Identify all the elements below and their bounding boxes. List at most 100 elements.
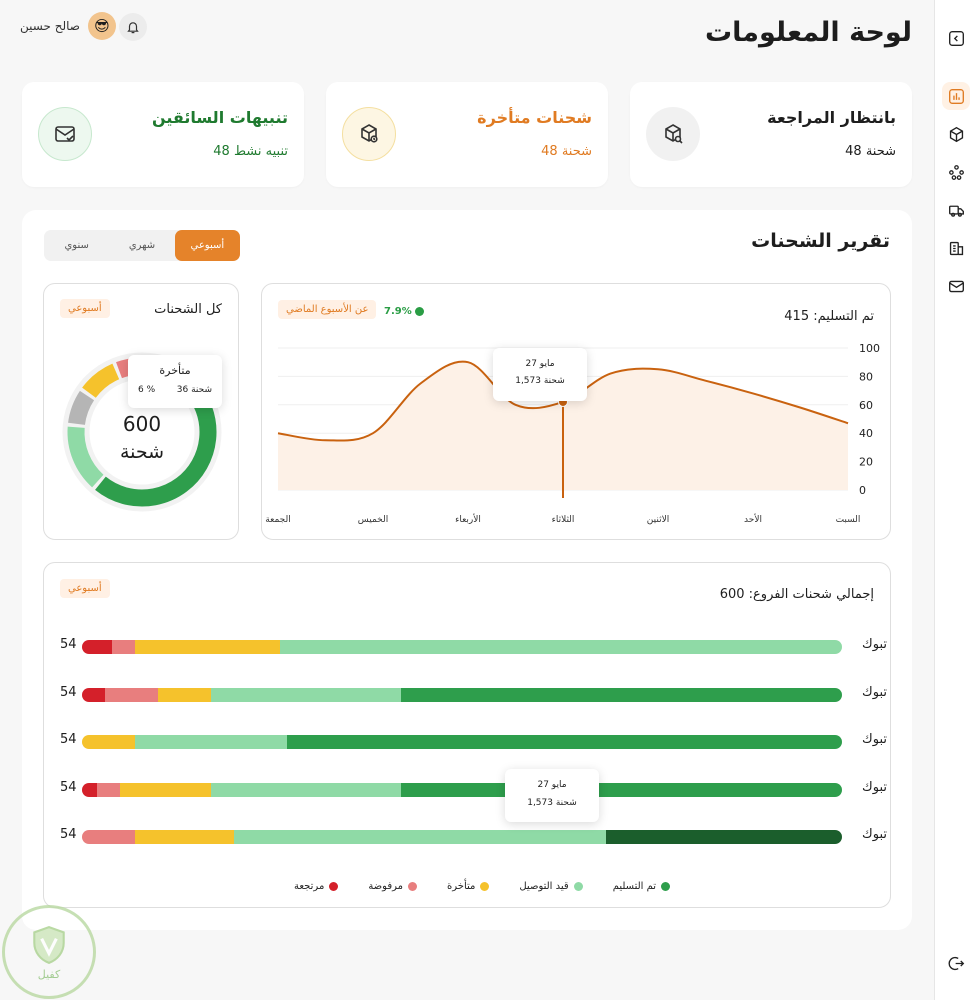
- logo-text: كفيل: [37, 967, 61, 981]
- box-clock-icon: [342, 107, 396, 161]
- user-menu[interactable]: صالح حسين 😎: [20, 12, 116, 40]
- compare-badge: عن الأسبوع الماضي: [278, 300, 377, 319]
- tooltip-value: 1,573 شحنة: [515, 376, 565, 386]
- truck-icon[interactable]: [946, 200, 966, 220]
- report-title: تقرير الشحنات: [751, 230, 890, 252]
- dashboard-chart-icon[interactable]: [946, 86, 966, 106]
- legend-dot: [661, 882, 671, 891]
- kafeel-logo: كفيل: [2, 905, 96, 999]
- legend-label: قيد التوصيل: [519, 881, 569, 892]
- x-tick-label: الاثنين: [647, 515, 669, 525]
- bar-row[interactable]: 54 تبوك: [60, 684, 887, 702]
- network-icon[interactable]: [946, 162, 966, 182]
- bar-segment[interactable]: [233, 830, 607, 844]
- x-tick-label: السبت: [836, 515, 861, 525]
- bar-segment[interactable]: [401, 782, 842, 797]
- donut-slice[interactable]: [82, 363, 120, 399]
- tooltip-pct: 6 %: [138, 385, 156, 395]
- bar-segment[interactable]: [82, 830, 136, 844]
- box-search-icon: [646, 107, 700, 161]
- line-chart: 100 80 60 40 20 0 السبت الأحد الاثنين الثلاثاء الأ…: [265, 342, 880, 525]
- bar-segment[interactable]: [104, 687, 158, 702]
- bar-segment[interactable]: [97, 782, 120, 797]
- x-tick-label: الخميس: [358, 515, 388, 525]
- bar-total: 54: [60, 637, 77, 652]
- bar-segment[interactable]: [112, 640, 136, 654]
- legend-item: تم التسليم: [612, 881, 671, 892]
- x-tick-label: الأحد: [744, 513, 762, 525]
- legend-item: متأخرة: [447, 881, 490, 892]
- legend: تم التسليم قيد التوصيل متأخرة مرفوضة مرتجعة: [294, 881, 671, 892]
- bar-segment[interactable]: [157, 687, 212, 702]
- bar-segment[interactable]: [135, 735, 288, 749]
- bar-segment[interactable]: [135, 640, 280, 654]
- y-tick-label: 100: [859, 342, 880, 355]
- donut-slice[interactable]: [68, 390, 95, 426]
- stat-card-pending[interactable]: بانتظار المراجعة 48 شحنة: [630, 82, 912, 187]
- donut-slice[interactable]: [67, 426, 104, 488]
- period-badge: أسبوعي: [60, 299, 110, 318]
- legend-dot: [480, 882, 490, 891]
- mail-check-icon: [38, 107, 92, 161]
- bar-segment[interactable]: [82, 640, 113, 654]
- bar-segment[interactable]: [401, 687, 842, 702]
- donut-center-value: 600: [122, 412, 162, 436]
- y-tick-label: 20: [859, 456, 873, 469]
- bar-row[interactable]: 54 تبوك: [60, 779, 887, 797]
- collapse-sidebar-icon[interactable]: [946, 28, 966, 48]
- bar-segment[interactable]: [606, 830, 842, 844]
- bar-segment[interactable]: [82, 687, 105, 702]
- x-tick-label: الجمعة: [265, 515, 290, 525]
- bar-label: تبوك: [862, 779, 887, 795]
- shield-icon: [33, 925, 65, 964]
- bar-row[interactable]: 54 تبوك: [60, 732, 887, 749]
- y-tick-label: 0: [859, 484, 866, 497]
- period-switch: سنوي شهري أسبوعي: [44, 230, 240, 261]
- delivered-count: تم التسليم: 415: [784, 309, 874, 324]
- bar-tooltip: 27 مايو 1,573 شحنة: [505, 769, 599, 822]
- legend-item: قيد التوصيل: [519, 881, 583, 892]
- bar-total: 54: [60, 779, 77, 795]
- bar-segment[interactable]: [119, 782, 212, 797]
- bar-track: [82, 687, 842, 702]
- bar-segment[interactable]: [135, 830, 234, 844]
- stat-title: تنبيهات السائقين: [151, 108, 288, 127]
- stat-title: بانتظار المراجعة: [767, 108, 896, 127]
- segment-weekly[interactable]: أسبوعي: [174, 230, 240, 261]
- bar-segment[interactable]: [82, 782, 98, 797]
- tooltip-count: 36 شحنة: [176, 385, 212, 395]
- bar-segment[interactable]: [82, 735, 136, 749]
- legend-dot: [408, 882, 417, 891]
- mail-check-icon[interactable]: [946, 276, 966, 296]
- x-tick-label: الأربعاء: [455, 513, 481, 525]
- bar-row[interactable]: 54 تبوك: [60, 637, 887, 654]
- box-icon[interactable]: [946, 124, 966, 144]
- bar-segment[interactable]: [287, 735, 842, 749]
- notifications-bell-icon[interactable]: [119, 13, 147, 41]
- stat-card-driver-alerts[interactable]: تنبيهات السائقين 48 تنبيه نشط: [22, 82, 304, 187]
- logout-icon[interactable]: [946, 953, 966, 973]
- growth-value: 7.9%: [384, 306, 412, 317]
- bar-total: 54: [60, 684, 77, 700]
- bar-label: تبوك: [862, 684, 887, 700]
- bar-segment[interactable]: [279, 640, 842, 654]
- bar-segment[interactable]: [211, 782, 402, 797]
- segment-monthly[interactable]: شهري: [128, 240, 156, 251]
- shipments-report: تقرير الشحنات سنوي شهري أسبوعي تم التسلي…: [22, 210, 912, 930]
- stat-card-delayed[interactable]: شحنات متأخرة 48 شحنة: [326, 82, 608, 187]
- donut-tooltip: متأخرة 6 % 36 شحنة: [128, 355, 222, 408]
- building-icon[interactable]: [946, 238, 966, 258]
- page-title: لوحة المعلومات: [705, 17, 912, 48]
- legend-label: مرفوضة: [368, 881, 403, 892]
- legend-dot: [329, 882, 339, 891]
- bar-segment[interactable]: [211, 687, 402, 702]
- bar-total: 54: [60, 732, 77, 747]
- bars-title: إجمالي شحنات الفروع: 600: [719, 587, 874, 602]
- bar-label: تبوك: [862, 827, 887, 842]
- legend-label: تم التسليم: [612, 881, 657, 892]
- segment-yearly[interactable]: سنوي: [64, 240, 89, 251]
- bar-row[interactable]: 54 تبوك: [60, 827, 887, 844]
- growth-indicator: 7.9%: [384, 306, 424, 317]
- sidebar: [934, 0, 978, 1000]
- donut-center-label: شحنة: [119, 441, 165, 463]
